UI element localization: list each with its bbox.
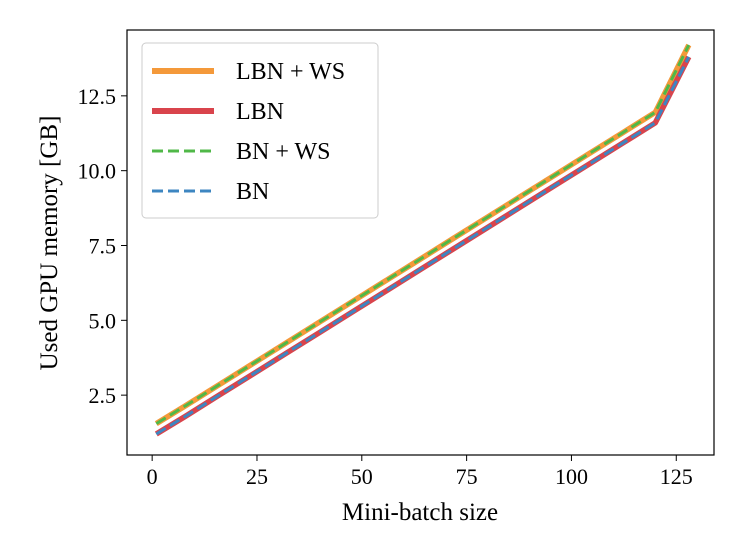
y-tick-label: 7.5 (89, 233, 117, 258)
series-layer (154, 43, 692, 437)
y-tick-label: 5.0 (89, 308, 117, 333)
y-axis-label: Used GPU memory [GB] (36, 116, 63, 371)
y-tick-label: 12.5 (78, 84, 117, 109)
y-tick-label: 2.5 (89, 383, 117, 408)
x-tick-label: 25 (246, 464, 268, 489)
legend-label-3: BN + WS (236, 139, 330, 165)
legend-label-2: LBN (236, 99, 284, 125)
x-tick-label: 75 (456, 464, 478, 489)
plot-frame (126, 29, 715, 456)
legend-label-1: LBN + WS (236, 59, 345, 85)
legend: LBN + WS LBN BN + WS BN (141, 42, 379, 219)
y-tick-label: 10.0 (78, 159, 117, 184)
x-axis-label: Mini-batch size (342, 499, 498, 526)
x-tick-label: 125 (660, 464, 693, 489)
x-tick-label: 100 (555, 464, 588, 489)
y-axis: 2.5 5.0 7.5 10.0 12.5 (78, 84, 127, 408)
legend-label-4: BN (236, 179, 269, 205)
series-line-4 (155, 56, 691, 436)
x-axis: 0 25 50 75 100 125 (147, 455, 693, 489)
x-tick-label: 50 (351, 464, 373, 489)
series-line-3 (155, 44, 691, 425)
x-tick-label: 0 (147, 464, 158, 489)
legend-box (141, 42, 379, 219)
